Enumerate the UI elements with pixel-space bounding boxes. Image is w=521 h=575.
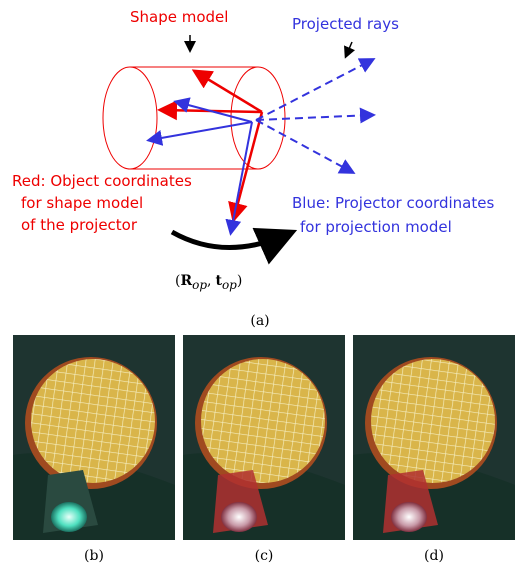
rays-label: Projected rays — [292, 15, 399, 33]
lens — [391, 502, 427, 532]
blue-label: Blue: Projector coordinates — [292, 194, 494, 212]
photos: (b) (c) (d) — [13, 335, 515, 564]
diagram: Shape model Projected rays Red: Object c… — [12, 8, 494, 329]
red-label: of the projector — [21, 216, 138, 234]
blue-label: for projection model — [300, 218, 452, 236]
figure: Shape model Projected rays Red: Object c… — [0, 0, 521, 575]
lens — [51, 502, 87, 532]
photo: (b) — [13, 335, 175, 564]
red-label: for shape model — [21, 194, 143, 212]
target — [201, 359, 325, 483]
photo: (c) — [183, 335, 345, 564]
caption: (d) — [424, 548, 444, 564]
target — [371, 359, 495, 483]
equation: (Rop,top) — [175, 273, 242, 292]
caption: (c) — [255, 548, 274, 564]
caption: (a) — [250, 313, 269, 329]
shape-label: Shape model — [130, 8, 228, 26]
target — [31, 359, 155, 483]
red-label: Red: Object coordinates — [12, 172, 192, 190]
caption: (b) — [84, 548, 104, 564]
photo: (d) — [353, 335, 515, 564]
lens — [221, 502, 257, 532]
